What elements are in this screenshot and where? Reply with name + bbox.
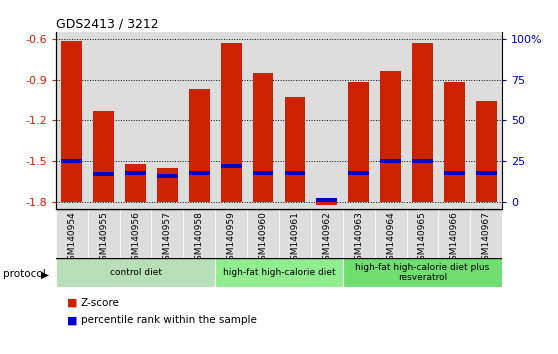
Bar [412, 43, 433, 202]
Bar [476, 101, 497, 202]
Text: GSM140954: GSM140954 [68, 211, 76, 266]
Bar [348, 82, 369, 202]
Text: ■: ■ [67, 298, 78, 308]
Bar [247, 209, 279, 258]
Text: GSM140958: GSM140958 [195, 211, 204, 266]
Bar [189, 89, 210, 202]
Text: high-fat high-calorie diet plus
resveratrol: high-fat high-calorie diet plus resverat… [355, 263, 489, 282]
Bar [470, 209, 502, 258]
Bar [439, 209, 470, 258]
Bar [221, 164, 242, 168]
Text: control diet: control diet [109, 268, 161, 277]
Text: GSM140963: GSM140963 [354, 211, 363, 266]
Bar [88, 209, 119, 258]
Bar [125, 171, 146, 175]
Text: GSM140966: GSM140966 [450, 211, 459, 266]
Text: GSM140960: GSM140960 [258, 211, 267, 266]
Bar [93, 172, 114, 176]
Text: GSM140956: GSM140956 [131, 211, 140, 266]
Text: GSM140955: GSM140955 [99, 211, 108, 266]
Bar [56, 209, 88, 258]
Bar [189, 171, 210, 175]
Bar [157, 168, 178, 202]
Bar [343, 209, 374, 258]
Bar [348, 171, 369, 175]
Bar [316, 202, 337, 205]
Bar [444, 171, 465, 175]
Text: GSM140961: GSM140961 [291, 211, 300, 266]
Bar [444, 82, 465, 202]
Bar [412, 159, 433, 163]
Text: protocol: protocol [3, 269, 46, 279]
Bar [380, 159, 401, 163]
Bar [125, 164, 146, 202]
Bar [157, 174, 178, 178]
Bar [311, 209, 343, 258]
Bar [285, 171, 305, 175]
Text: percentile rank within the sample: percentile rank within the sample [81, 315, 257, 325]
Bar [343, 258, 502, 287]
Bar [215, 258, 343, 287]
Text: GSM140967: GSM140967 [482, 211, 490, 266]
Text: GDS2413 / 3212: GDS2413 / 3212 [56, 18, 158, 31]
Bar [61, 41, 82, 202]
Text: GSM140965: GSM140965 [418, 211, 427, 266]
Text: GSM140962: GSM140962 [323, 211, 331, 266]
Text: ▶: ▶ [41, 269, 49, 279]
Bar [279, 209, 311, 258]
Bar [221, 43, 242, 202]
Text: GSM140964: GSM140964 [386, 211, 395, 266]
Text: high-fat high-calorie diet: high-fat high-calorie diet [223, 268, 335, 277]
Bar [374, 209, 407, 258]
Bar [253, 73, 273, 202]
Bar [316, 198, 337, 202]
Bar [285, 97, 305, 202]
Bar [56, 258, 215, 287]
Bar [476, 171, 497, 175]
Bar [407, 209, 439, 258]
Text: ■: ■ [67, 315, 78, 325]
Text: GSM140959: GSM140959 [227, 211, 235, 266]
Bar [380, 72, 401, 202]
Bar [93, 111, 114, 202]
Bar [184, 209, 215, 258]
Bar [253, 171, 273, 175]
Bar [151, 209, 184, 258]
Text: Z-score: Z-score [81, 298, 120, 308]
Bar [119, 209, 151, 258]
Bar [215, 209, 247, 258]
Bar [61, 159, 82, 163]
Text: GSM140957: GSM140957 [163, 211, 172, 266]
